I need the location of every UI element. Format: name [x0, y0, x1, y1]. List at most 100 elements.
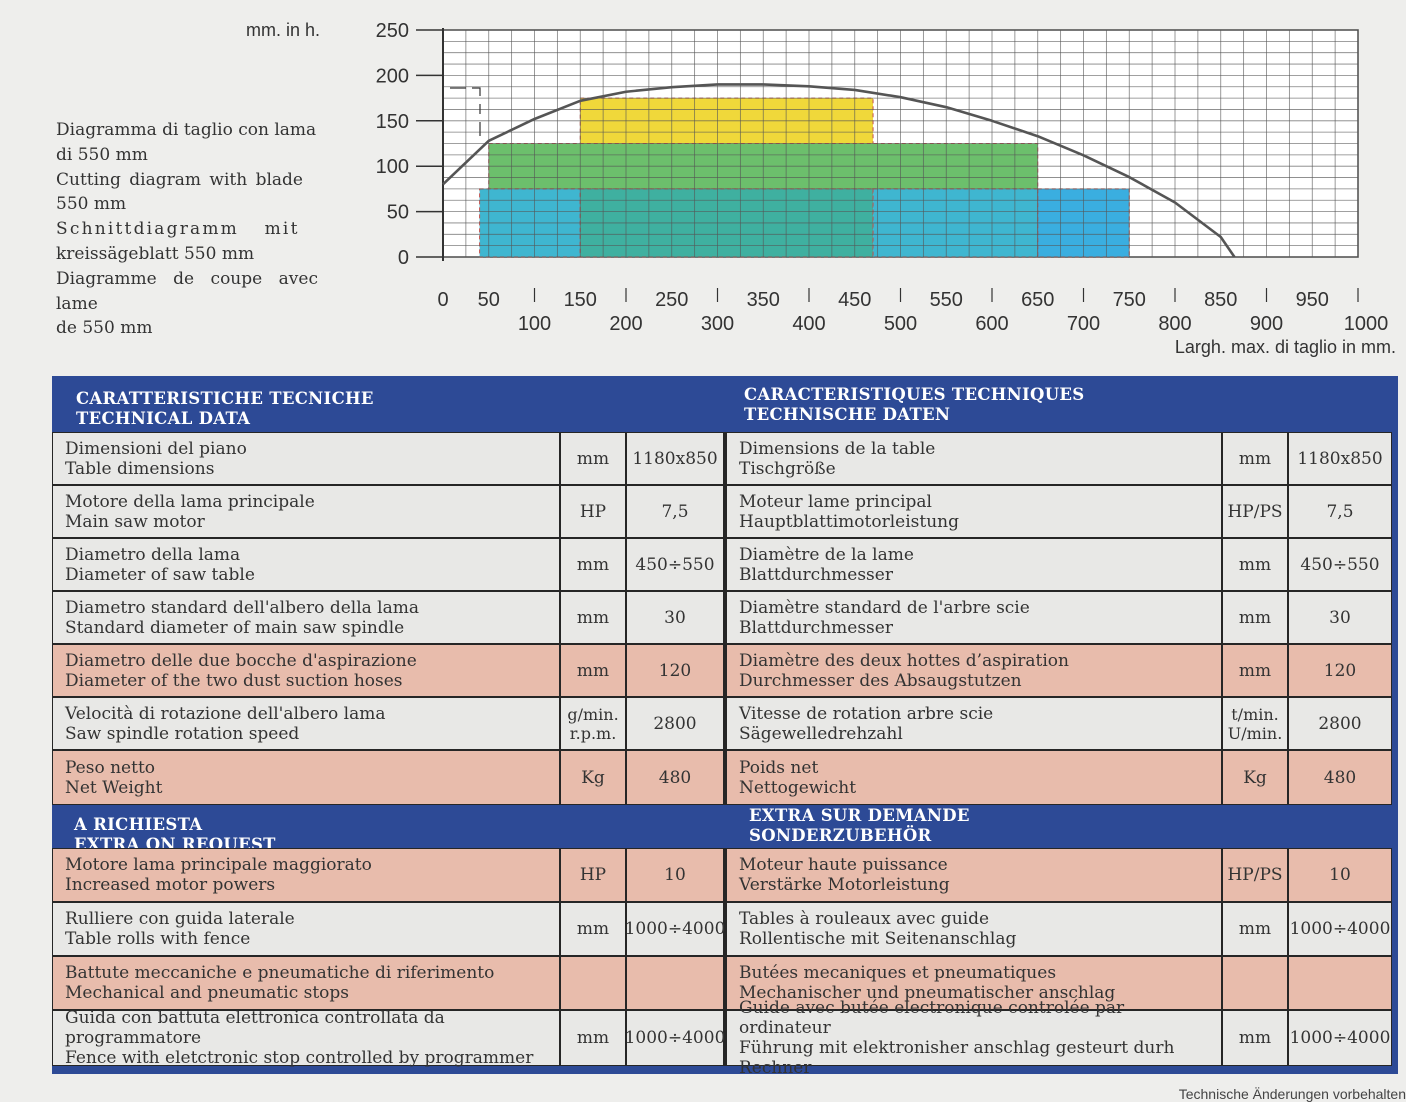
unit-cell: mm: [1222, 591, 1288, 644]
value-cell: 120: [626, 644, 724, 697]
section-title-line: TECHNICAL DATA: [76, 409, 251, 428]
x-tick-label: 500: [884, 313, 917, 335]
value-cell: 7,5: [626, 485, 724, 538]
description-line: di 550 mm: [56, 144, 148, 165]
description-line: 550 mm: [56, 194, 127, 215]
value-cell: 10: [626, 848, 724, 902]
label-cell-fr-de: Vitesse de rotation arbre scie Sägewelle…: [724, 697, 1222, 750]
section-title-right: EXTRA SUR DEMANDE SONDERZUBEHÖR: [749, 806, 970, 846]
x-tick-label: 100: [518, 313, 551, 335]
label-german: Sägewelledrehzahl: [739, 723, 903, 744]
label-german: Führung mit elektronisher anschlag geste…: [739, 1038, 1175, 1078]
label-cell-it-en: Battute meccaniche e pneumatiche di rife…: [52, 956, 560, 1010]
unit-line: g/min.: [567, 704, 619, 724]
label-cell-fr-de: Diamètre des deux hottes d’aspiration Du…: [724, 644, 1222, 697]
label-french: Vitesse de rotation arbre scie: [739, 703, 994, 724]
label-cell-fr-de: Diamètre de la lame Blattdurchmesser: [724, 538, 1222, 591]
value-cell: 480: [626, 750, 724, 805]
label-german: Verstärke Motorleistung: [739, 875, 950, 895]
value-cell: 450÷550: [626, 538, 724, 591]
cutting-block: [579, 97, 874, 149]
description-line: de 550 mm: [56, 318, 153, 339]
x-tick-label: 750: [1113, 289, 1146, 311]
label-italian: Diametro delle due bocche d'aspirazione: [65, 650, 417, 671]
unit-line: t/min.: [1231, 704, 1279, 724]
x-tick-label: 200: [609, 313, 642, 335]
label-french: Diamètre standard de l'arbre scie: [739, 597, 1030, 618]
label-english: Table rolls with fence: [65, 929, 251, 949]
label-cell-fr-de: Poids net Nettogewicht: [724, 750, 1222, 805]
unit-cell: mm: [1222, 538, 1288, 591]
table-row: Dimensioni del piano Table dimensions mm…: [52, 432, 1392, 485]
x-tick-label: 0: [437, 289, 448, 311]
unit-cell: HP/PS: [1222, 848, 1288, 902]
table-row: Rulliere con guida laterale Table rolls …: [52, 902, 1392, 956]
label-french: Moteur haute puissance: [739, 855, 948, 875]
label-italian: Battute meccaniche e pneumatiche di rife…: [65, 963, 495, 983]
label-french: Butées mecaniques et pneumatiques: [739, 963, 1057, 983]
x-tick-label: 350: [747, 289, 780, 311]
label-cell-it-en: Velocità di rotazione dell'albero lama S…: [52, 697, 560, 750]
x-tick-label: 150: [564, 289, 597, 311]
value-cell: 10: [1288, 848, 1392, 902]
label-cell-fr-de: Tables à rouleaux avec guide Rollentisch…: [724, 902, 1222, 956]
label-french: Tables à rouleaux avec guide: [739, 909, 990, 929]
table-row: Peso netto Net Weight Kg 480 Poids net Ne…: [52, 750, 1392, 805]
label-italian: Peso netto: [65, 757, 156, 778]
label-italian: Motore della lama principale: [65, 491, 315, 512]
unit-cell: mm: [560, 591, 626, 644]
table-row: Guida con battuta elettronica controllat…: [52, 998, 1392, 1078]
unit-cell: HP/PS: [1222, 485, 1288, 538]
section-title-line: CARACTERISTIQUES TECHNIQUES: [744, 385, 1085, 404]
section-title-line: CARATTERISTICHE TECNICHE: [76, 389, 374, 408]
value-cell: 30: [1288, 591, 1392, 644]
description-line: Schnittdiagramm mit: [56, 219, 300, 240]
label-german: Nettogewicht: [739, 777, 857, 798]
unit-cell: HP: [560, 485, 626, 538]
unit-cell: t/min. U/min.: [1222, 697, 1288, 750]
value-cell: 1000÷4000: [1288, 902, 1392, 956]
label-cell-fr-de: Moteur haute puissance Verstärke Motorle…: [724, 848, 1222, 902]
label-german: Hauptblattimotorleistung: [739, 511, 959, 532]
y-tick-label: 200: [376, 65, 409, 87]
label-italian: Dimensioni del piano: [65, 438, 247, 459]
label-cell-fr-de: Butées mecaniques et pneumatiques Mechan…: [724, 956, 1222, 1010]
table-row: Motore della lama principale Main saw mo…: [52, 485, 1392, 538]
description-line: Diagramma di taglio con lama: [56, 120, 317, 140]
x-axis-label: Largh. max. di taglio in mm.: [1174, 337, 1396, 357]
label-cell-it-en: Peso netto Net Weight: [52, 750, 560, 805]
label-german: Mechanischer und pneumatischer anschlag: [739, 983, 1116, 1003]
x-tick-label: 700: [1067, 313, 1100, 335]
value-cell: [626, 956, 724, 1010]
x-tick-label: 300: [701, 313, 734, 335]
value-cell: 7,5: [1288, 485, 1392, 538]
x-tick-label: 550: [930, 289, 963, 311]
value-cell: [1288, 956, 1392, 1010]
unit-cell: g/min. r.p.m.: [560, 697, 626, 750]
value-cell: 30: [626, 591, 724, 644]
unit-cell: mm: [560, 538, 626, 591]
label-english: Fence with eletctronic stop controlled b…: [65, 1048, 534, 1068]
y-tick-label: 250: [376, 20, 409, 42]
unit-cell: Kg: [1222, 750, 1288, 805]
label-italian: Guida con battuta elettronica controllat…: [65, 1008, 445, 1048]
label-german: Durchmesser des Absaugstutzen: [739, 670, 1022, 691]
unit-cell: HP: [560, 848, 626, 902]
x-tick-label: 900: [1250, 313, 1283, 335]
unit-cell: mm: [560, 432, 626, 485]
label-english: Standard diameter of main saw spindle: [65, 617, 405, 638]
label-cell-it-en: Rulliere con guida laterale Table rolls …: [52, 902, 560, 956]
section-title-line: A RICHIESTA: [74, 815, 203, 834]
unit-cell: mm: [1222, 432, 1288, 485]
label-italian: Diametro della lama: [65, 544, 241, 565]
x-tick-label: 400: [792, 313, 825, 335]
x-tick-label: 950: [1296, 289, 1329, 311]
unit-cell: [1222, 956, 1288, 1010]
label-cell-it-en: Motore lama principale maggiorato Increa…: [52, 848, 560, 902]
section-title-line: SONDERZUBEHÖR: [749, 826, 932, 845]
label-cell-fr-de: Dimensions de la table Tischgröße: [724, 432, 1222, 485]
label-english: Table dimensions: [65, 458, 215, 479]
label-italian: Diametro standard dell'albero della lama: [65, 597, 420, 618]
y-axis-unit-label: mm. in h.: [246, 20, 321, 40]
x-tick-label: 1000: [1344, 313, 1389, 335]
